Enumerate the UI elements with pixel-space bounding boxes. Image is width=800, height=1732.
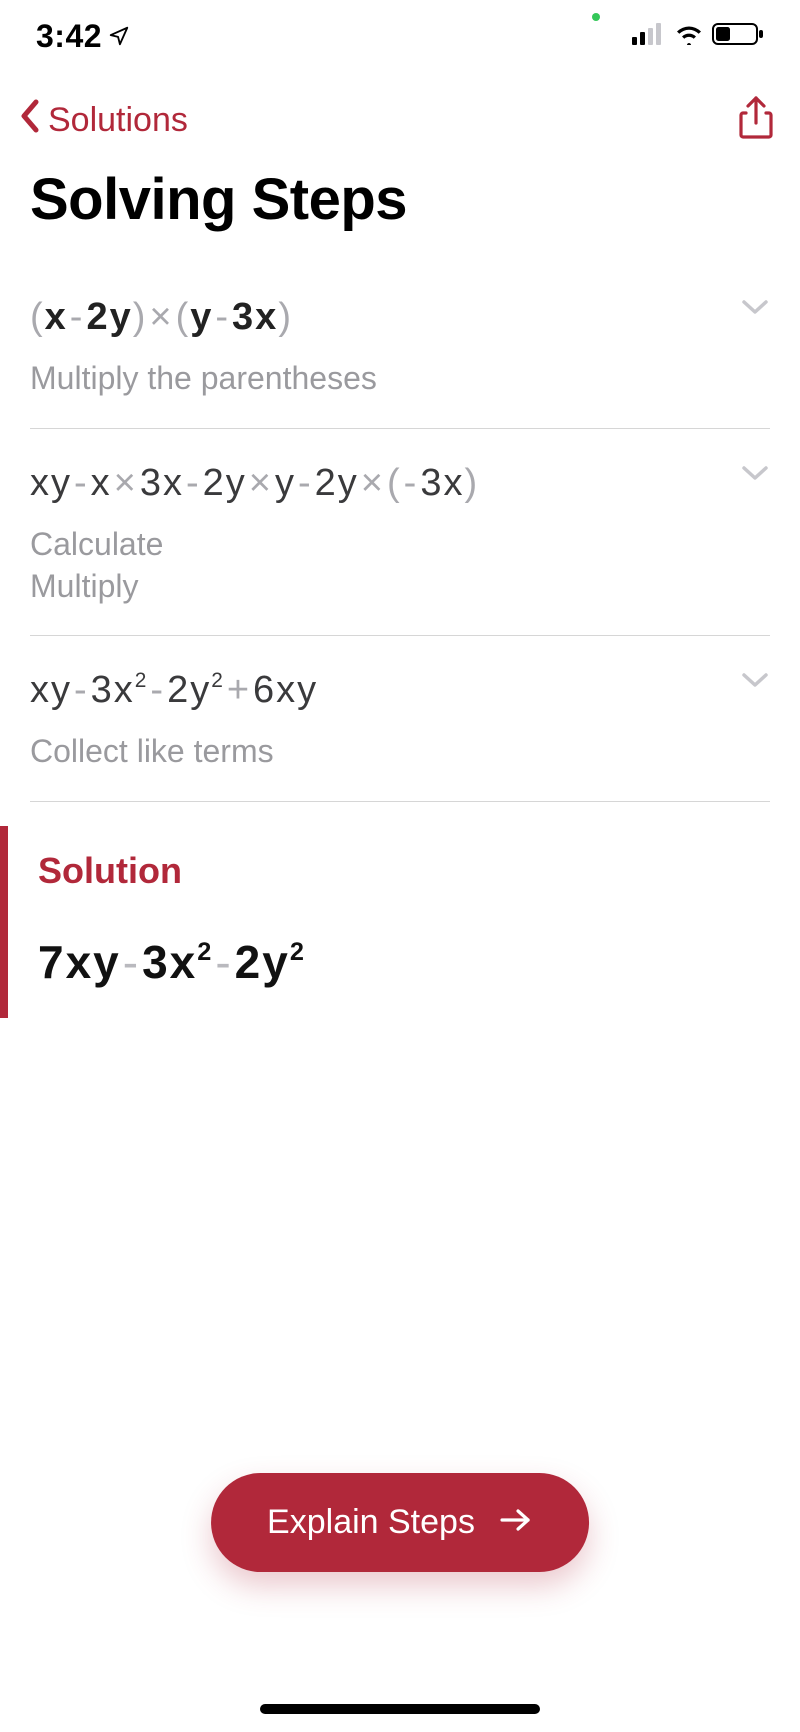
chevron-down-icon <box>740 670 770 695</box>
step-expression: xy-x×3x-2y×y-2y×(-3x) <box>30 457 770 510</box>
camera-dot-icon <box>592 8 600 26</box>
step-row[interactable]: (x-2y)×(y-3x) Multiply the parentheses <box>30 263 770 429</box>
step-expression: (x-2y)×(y-3x) <box>30 291 770 344</box>
step-row[interactable]: xy-x×3x-2y×y-2y×(-3x) Calculate Multiply <box>30 429 770 636</box>
arrow-right-icon <box>499 1503 533 1542</box>
back-label: Solutions <box>48 101 188 140</box>
nav-bar: Solutions <box>0 65 800 166</box>
chevron-down-icon <box>740 297 770 322</box>
solution-expression: 7xy-3x2-2y2 <box>38 930 770 994</box>
status-bar: 3:42 <box>0 0 800 65</box>
step-expression: xy-3x2-2y2+6xy <box>30 664 770 717</box>
step-description: Multiply the parentheses <box>30 358 770 400</box>
status-time: 3:42 <box>36 18 102 55</box>
step-row[interactable]: xy-3x2-2y2+6xy Collect like terms <box>30 636 770 802</box>
location-icon <box>108 18 130 55</box>
status-indicators <box>632 22 764 51</box>
step-description: Collect like terms <box>30 731 770 773</box>
back-button[interactable]: Solutions <box>16 96 188 145</box>
steps-list: (x-2y)×(y-3x) Multiply the parentheses x… <box>0 263 800 1018</box>
chevron-left-icon <box>16 96 44 145</box>
wifi-icon <box>674 23 704 50</box>
solution-label: Solution <box>38 850 770 892</box>
home-indicator[interactable] <box>260 1704 540 1714</box>
chevron-down-icon <box>740 463 770 488</box>
explain-steps-label: Explain Steps <box>267 1503 475 1542</box>
status-time-group: 3:42 <box>36 18 130 55</box>
share-button[interactable] <box>736 95 776 146</box>
page-title: Solving Steps <box>0 166 800 263</box>
cellular-icon <box>632 23 666 50</box>
battery-icon <box>712 22 764 51</box>
step-description: Calculate Multiply <box>30 524 770 607</box>
solution-block: Solution 7xy-3x2-2y2 <box>0 826 770 1018</box>
explain-steps-button[interactable]: Explain Steps <box>211 1473 589 1572</box>
